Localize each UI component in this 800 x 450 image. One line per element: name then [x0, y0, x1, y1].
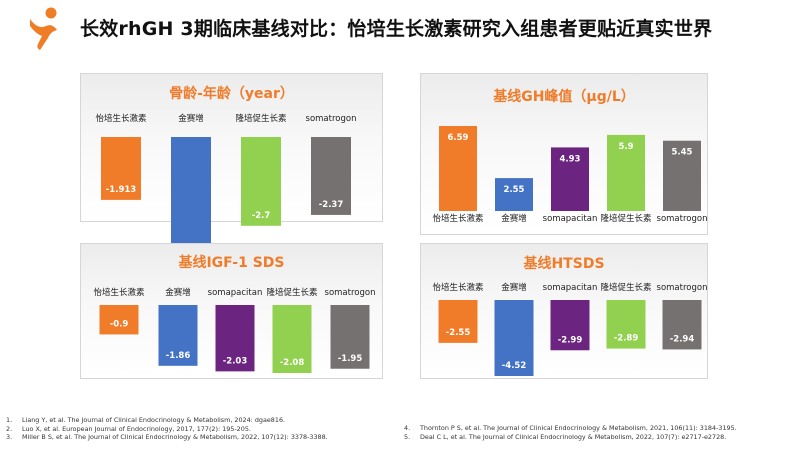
category-label: 隆培促生长素 [600, 282, 652, 293]
category-label: somapacitan [543, 214, 598, 224]
chart-gh-peak: 基线GH峰值（μg/L） 怡培生长激素 6.59 金赛增 2.55 somapacitan… [432, 88, 708, 224]
category-label: 金赛增 [165, 287, 191, 298]
category-label: 隆培促生长素 [266, 287, 318, 298]
data-label: 4.93 [560, 154, 581, 164]
bar-gh-peak-4 [663, 140, 701, 211]
bar-gh-peak-3 [607, 134, 645, 211]
chart-title: 基线HTSDS [523, 255, 604, 272]
bar-igf1-sds-2 [215, 305, 255, 372]
category-label: 怡培生长激素 [93, 287, 145, 298]
chart-title: 基线IGF-1 SDS [178, 254, 284, 271]
category-label: 怡培生长激素 [432, 282, 484, 293]
reference-item: 1. Liang Y, et al. The Journal of Clinica… [6, 416, 286, 424]
data-label: -2.37 [319, 200, 344, 210]
category-label: somapacitan [208, 288, 263, 298]
bar-htsds-1 [494, 300, 534, 376]
chart-bone-age: 骨龄-年龄（year）怡培生长激素-1.913金赛增-4.41隆培促生长素-2.… [95, 85, 357, 282]
bar-igf1-sds-0 [99, 305, 139, 335]
category-label: 金赛增 [178, 113, 204, 124]
bar-htsds-0 [438, 300, 478, 343]
chart-htsds: 基线HTSDS 怡培生长激素 -2.55 金赛增 -4.52 somapacitan -2.… [432, 255, 708, 376]
category-label: 金赛增 [501, 282, 527, 293]
bar-bone-age-0 [101, 137, 141, 200]
data-label: -2.99 [558, 335, 583, 345]
data-label: -0.9 [110, 319, 129, 329]
panel-gh-peak: 基线GH峰值（μg/L） 怡培生长激素 6.59 金赛增 2.55 somapacitan… [420, 73, 708, 235]
references-left: 1. Liang Y, et al. The Journal of Clinica… [6, 416, 328, 442]
chart-title: 基线GH峰值（μg/L） [493, 88, 635, 105]
panel-igf1-sds: 基线IGF-1 SDS 怡培生长激素 -0.9 金赛增 -1.86 somapacitan… [80, 243, 383, 379]
reference-item: 4. Thornton P S, et al. The Journal of Cl… [404, 424, 737, 432]
category-label: somatrogon [657, 283, 708, 293]
reference-item: 5. Deal C L, et al. The Journal of Clinic… [404, 432, 727, 441]
data-label: -1.913 [106, 185, 136, 195]
bar-igf1-sds-3 [272, 305, 312, 373]
category-label: 金赛增 [501, 213, 527, 224]
reference-item: 3. Miller B S, et al. The Journal of Clin… [6, 433, 328, 442]
category-label: 隆培促生长素 [235, 113, 287, 124]
panel-htsds: 基线HTSDS 怡培生长激素 -2.55 金赛增 -4.52 somapacitan -2.… [420, 243, 708, 379]
category-label: 怡培生长激素 [432, 213, 484, 224]
bar-bone-age-2 [241, 137, 281, 226]
data-label: 5.9 [618, 142, 633, 152]
data-label: 5.45 [672, 148, 693, 158]
data-label: -1.95 [338, 354, 363, 364]
bar-htsds-4 [662, 300, 702, 350]
data-label: 6.59 [448, 133, 469, 143]
bar-htsds-3 [606, 300, 646, 349]
chart-title: 骨龄-年龄（year） [169, 85, 294, 102]
page-title: 长效rhGH 3期临床基线对比：怡培生长激素研究入组患者更贴近真实世界 [80, 18, 713, 40]
data-label: -2.7 [252, 211, 271, 221]
bar-htsds-2 [550, 300, 590, 351]
bar-igf1-sds-1 [158, 305, 198, 366]
reference-item: 2. Luo X, et al. European Journal of Endo… [6, 424, 251, 433]
category-label: somatrogon [325, 288, 376, 298]
bar-bone-age-3 [311, 137, 351, 215]
category-label: somatrogon [306, 114, 357, 124]
panel-bone-age: 骨龄-年龄（year）怡培生长激素-1.913金赛增-4.41隆培促生长素-2.… [80, 73, 383, 282]
data-label: -2.89 [614, 334, 639, 344]
category-label: somapacitan [543, 283, 598, 293]
data-label: -1.86 [166, 351, 191, 361]
bar-gh-peak-1 [495, 178, 533, 211]
bar-gh-peak-0 [439, 126, 477, 211]
brand-logo-icon [30, 7, 57, 50]
bar-gh-peak-2 [551, 147, 589, 211]
chart-igf1-sds: 基线IGF-1 SDS 怡培生长激素 -0.9 金赛增 -1.86 somapacitan… [93, 254, 376, 373]
data-label: -2.94 [670, 334, 695, 344]
category-label: 隆培促生长素 [600, 213, 652, 224]
data-label: 2.55 [504, 185, 525, 195]
category-label: somatrogon [657, 214, 708, 224]
data-label: -2.03 [223, 356, 248, 366]
references-right: 4. Thornton P S, et al. The Journal of Cl… [404, 424, 737, 441]
data-label: -2.55 [446, 328, 471, 338]
bar-igf1-sds-4 [330, 305, 370, 369]
category-label: 怡培生长激素 [95, 113, 147, 124]
data-label: -4.52 [502, 361, 527, 371]
data-label: -2.08 [280, 358, 305, 368]
